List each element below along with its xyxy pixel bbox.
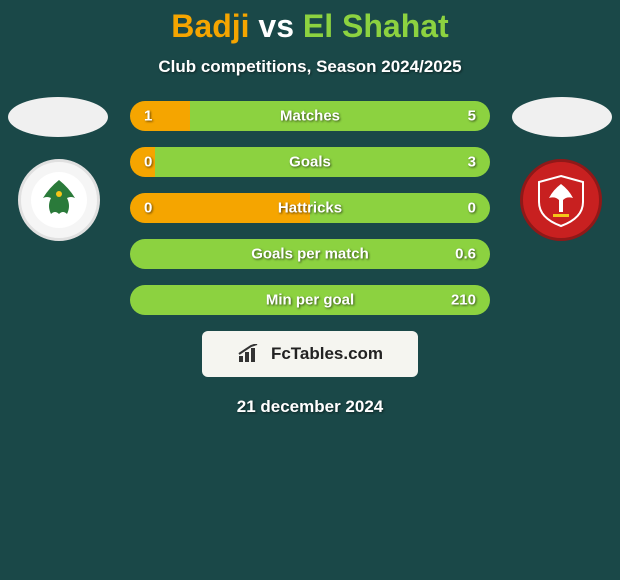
- stat-right-value: 0: [468, 200, 476, 217]
- player-left-name: Badji: [171, 8, 249, 44]
- stat-left-value: 0: [144, 154, 152, 171]
- comparison-card: Badji vs El Shahat Club competitions, Se…: [0, 0, 620, 580]
- stat-label: Hattricks: [278, 200, 342, 217]
- player-photo-left: [8, 97, 108, 137]
- club-badge-right: [520, 159, 602, 241]
- player-right-name: El Shahat: [303, 8, 449, 44]
- page-title: Badji vs El Shahat: [0, 0, 620, 45]
- stat-left-value: 0: [144, 200, 152, 217]
- stat-left-value: 1: [144, 108, 152, 125]
- stat-label: Goals: [289, 154, 331, 171]
- stat-right-value: 210: [451, 292, 476, 309]
- stat-right-value: 5: [468, 108, 476, 125]
- subtitle: Club competitions, Season 2024/2025: [0, 57, 620, 77]
- bar-left-segment: [130, 101, 190, 131]
- player-photo-right: [512, 97, 612, 137]
- stat-row: 0 0 Hattricks: [130, 193, 490, 223]
- chart-icon: [237, 344, 265, 364]
- title-vs: vs: [258, 8, 294, 44]
- brand-box[interactable]: FcTables.com: [202, 331, 418, 377]
- stat-row: 0 3 Goals: [130, 147, 490, 177]
- date-line: 21 december 2024: [0, 397, 620, 417]
- club-badge-left: [18, 159, 100, 241]
- stat-label: Matches: [280, 108, 340, 125]
- eagle-shield-icon: [531, 170, 591, 230]
- bar-right-segment: [190, 101, 490, 131]
- stat-row: 210 Min per goal: [130, 285, 490, 315]
- stat-label: Min per goal: [266, 292, 354, 309]
- stat-bars: 1 5 Matches 0 3 Goals 0 0 Hattricks 0.6 Goals per …: [130, 101, 490, 315]
- stat-right-value: 3: [468, 154, 476, 171]
- stat-label: Goals per match: [251, 246, 369, 263]
- brand-text: FcTables.com: [271, 344, 383, 364]
- stat-row: 0.6 Goals per match: [130, 239, 490, 269]
- stat-row: 1 5 Matches: [130, 101, 490, 131]
- stat-right-value: 0.6: [455, 246, 476, 263]
- eagle-icon: [29, 170, 89, 230]
- chart-area: 1 5 Matches 0 3 Goals 0 0 Hattricks 0.6 Goals per …: [0, 101, 620, 315]
